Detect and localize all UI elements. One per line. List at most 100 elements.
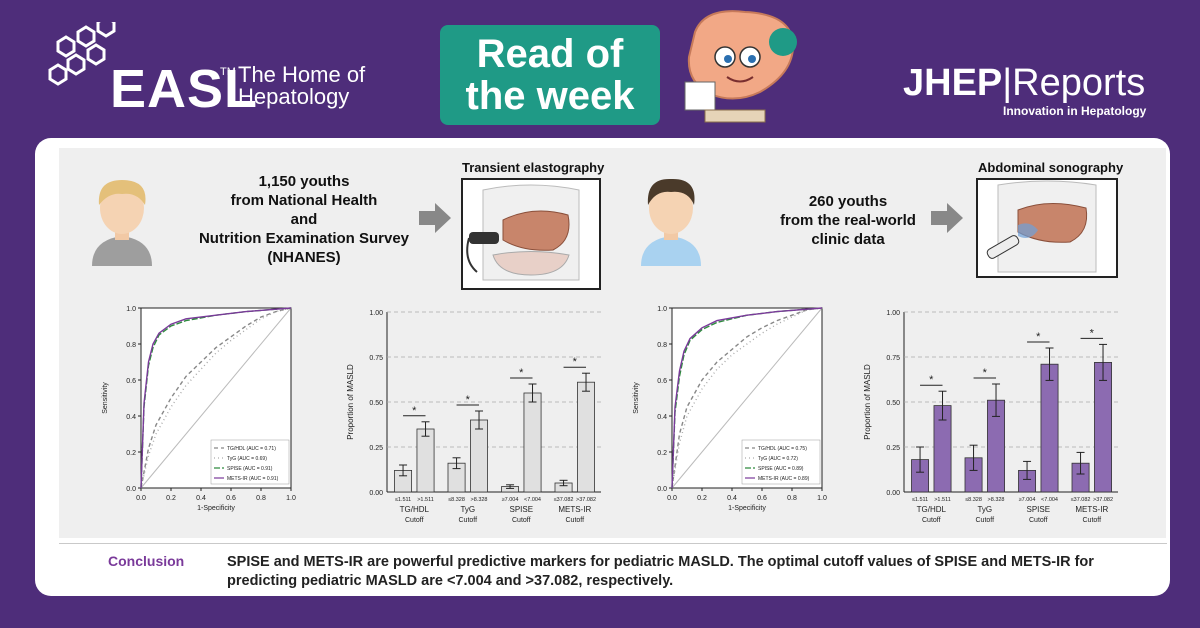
arrow-right-icon	[419, 203, 451, 233]
bar-category-label: ≤8.328	[448, 497, 465, 503]
easl-wordmark: EASL	[110, 59, 259, 119]
roc-xlabel: 1-Specificity	[728, 505, 766, 512]
bar-category-label: >8.328	[471, 497, 488, 503]
bar-group-label: SPISE	[509, 505, 533, 514]
arrow-right-icon	[931, 203, 963, 233]
roc-legend-label: SPISE (AUC = 0.89)	[758, 466, 804, 472]
bar-ytick-label: 0.25	[886, 445, 900, 452]
bar-category-label: ≤37.082	[554, 497, 574, 503]
roc-xtick-label: 1.0	[286, 495, 296, 502]
bar-category-label: ≥7.004	[1019, 497, 1036, 503]
bar-ytick-label: 0.25	[369, 445, 383, 452]
bar-mark	[416, 428, 435, 493]
roc-reference-line	[671, 307, 823, 489]
bar-significance-star: *	[412, 405, 417, 417]
bar-group-sublabel: Cutoff	[1029, 517, 1048, 524]
roc-xtick-label: 0.2	[697, 495, 707, 502]
section-divider	[59, 543, 1167, 544]
easl-tagline-line1: The Home of	[238, 62, 366, 87]
bar-mark	[1040, 363, 1059, 493]
nhanes-population-text: 1,150 youths from National Health and Nu…	[189, 172, 419, 267]
roc-chart-clinic: 0.0 0.2 0.4 0.6 0.8 1.0 0.0 0.2 0.4 0.6 0.8 1.0 1-Sp…	[633, 306, 827, 512]
nhanes-population-line1: 1,150 youths	[258, 173, 350, 190]
bar-ytick-label: 1.00	[886, 310, 900, 317]
roc-xtick-label: 0.8	[256, 495, 266, 502]
roc-legend	[741, 439, 821, 485]
roc-xtick-label: 0.6	[757, 495, 767, 502]
easl-trademark: TM	[220, 66, 236, 78]
roc-series-line-1	[671, 307, 823, 489]
bar-mark	[1094, 362, 1112, 493]
abdomen-ultrasound-probe-icon	[986, 180, 1097, 273]
roc-ytick-label: 0.4	[657, 414, 667, 421]
bar-category-label: <7.004	[524, 497, 541, 503]
roc-xtick-label: 0.4	[727, 495, 737, 502]
bar-category-label: >37.082	[1093, 497, 1113, 503]
transient-elastography-title: Transient elastography	[462, 160, 605, 175]
roc-xtick-label: 0.8	[787, 495, 797, 502]
bar-ylabel: Proportion of MASLD	[863, 364, 872, 440]
clinic-population-line3: clinic data	[811, 231, 885, 248]
conclusion-text: SPISE and METS-IR are powerful predictiv…	[227, 554, 1094, 589]
abdominal-sonography-illustration	[976, 178, 1118, 278]
easl-logo[interactable]: EASL TM The Home of Hepatology	[48, 22, 368, 116]
bar-group-sublabel: Cutoff	[512, 517, 531, 524]
badge-line1: Read of	[476, 32, 624, 76]
summary-card: 1,150 youths from National Health and Nu…	[35, 138, 1170, 596]
roc-series-line-1	[140, 307, 292, 489]
jhep-tagline: Innovation in Hepatology	[1003, 104, 1147, 118]
bar-ytick-label: 0.50	[886, 400, 900, 407]
bar-group-label: METS-IR	[558, 505, 591, 514]
roc-ytick-label: 0.0	[126, 486, 136, 493]
roc-xtick-label: 1.0	[817, 495, 827, 502]
roc-ytick-label: 0.6	[126, 378, 136, 385]
bar-group-sublabel: Cutoff	[1083, 517, 1102, 524]
roc-series-line-3	[671, 307, 823, 489]
bar-chart-clinic: 0.00 0.25 0.50 0.75 1.00 Proportion of MASLD ≤…	[863, 310, 1118, 524]
roc-xtick-label: 0.2	[166, 495, 176, 502]
bar-group-label: TyG	[977, 505, 992, 514]
conclusion-label: Conclusion	[108, 553, 185, 569]
roc-legend-label: TyG (AUC = 0.69)	[227, 456, 267, 462]
roc-series-line-3	[140, 307, 292, 489]
transient-elastography-illustration	[461, 178, 601, 290]
bar-significance-star: *	[1036, 331, 1041, 343]
nhanes-population-line2: from National Health	[230, 192, 378, 209]
youth-avatar-icon	[92, 180, 152, 266]
bar-significance-star: *	[573, 356, 578, 368]
roc-xtick-label: 0.0	[667, 495, 677, 502]
liver-ultrasound-probe-icon	[466, 184, 580, 281]
bar-group-sublabel: Cutoff	[976, 517, 995, 524]
bar-category-label: ≤1.511	[395, 497, 411, 503]
roc-legend-label: TG/HDL (AUC = 0.75)	[758, 446, 807, 452]
bar-category-label: ≤8.328	[965, 497, 982, 503]
jhep-reports-logo[interactable]: JHEP|Reports	[903, 62, 1146, 104]
nhanes-panel: 1,150 youths from National Health and Nu…	[59, 148, 617, 538]
bar-category-label: >1.511	[417, 497, 434, 503]
bar-group-sublabel: Cutoff	[566, 517, 585, 524]
read-of-the-week-badge: Read of the week	[440, 25, 660, 125]
nhanes-population-line3: and	[290, 211, 318, 228]
bar-mark	[470, 419, 488, 493]
clinic-population-text: 260 youths from the real-world clinic da…	[748, 192, 948, 249]
easl-hexagon-icon	[48, 22, 116, 86]
nhanes-population-line4: Nutrition Examination Survey	[198, 230, 410, 247]
clinic-panel: 260 youths from the real-world clinic da…	[608, 148, 1166, 538]
roc-legend-label: METS-IR (AUC = 0.91)	[227, 476, 279, 482]
bar-ytick-label: 0.75	[886, 355, 900, 362]
roc-legend-label: TG/HDL (AUC = 0.71)	[227, 446, 276, 452]
bar-ytick-label: 1.00	[369, 310, 383, 317]
roc-xlabel: 1-Specificity	[197, 505, 235, 512]
bar-significance-star: *	[1090, 327, 1095, 339]
roc-legend-label: METS-IR (AUC = 0.89)	[758, 476, 810, 482]
bar-group-label: SPISE	[1026, 505, 1050, 514]
roc-chart-nhanes: 0.0 0.2 0.4 0.6 0.8 1.0 0.0 0.2 0.4 0.6 0.8 1.0 1-Sp…	[102, 306, 296, 512]
bar-category-label: ≤1.511	[912, 497, 928, 503]
bar-significance-star: *	[983, 367, 988, 379]
easl-tagline: The Home of Hepatology	[238, 64, 365, 108]
bar-mark	[523, 392, 542, 493]
bar-ytick-label: 0.75	[369, 355, 383, 362]
bar-chart-nhanes: 0.00 0.25 0.50 0.75 1.00 Proportion of MASLD ≤…	[346, 310, 601, 524]
bar-group-label: TG/HDL	[917, 505, 947, 514]
bar-significance-star: *	[519, 367, 524, 379]
